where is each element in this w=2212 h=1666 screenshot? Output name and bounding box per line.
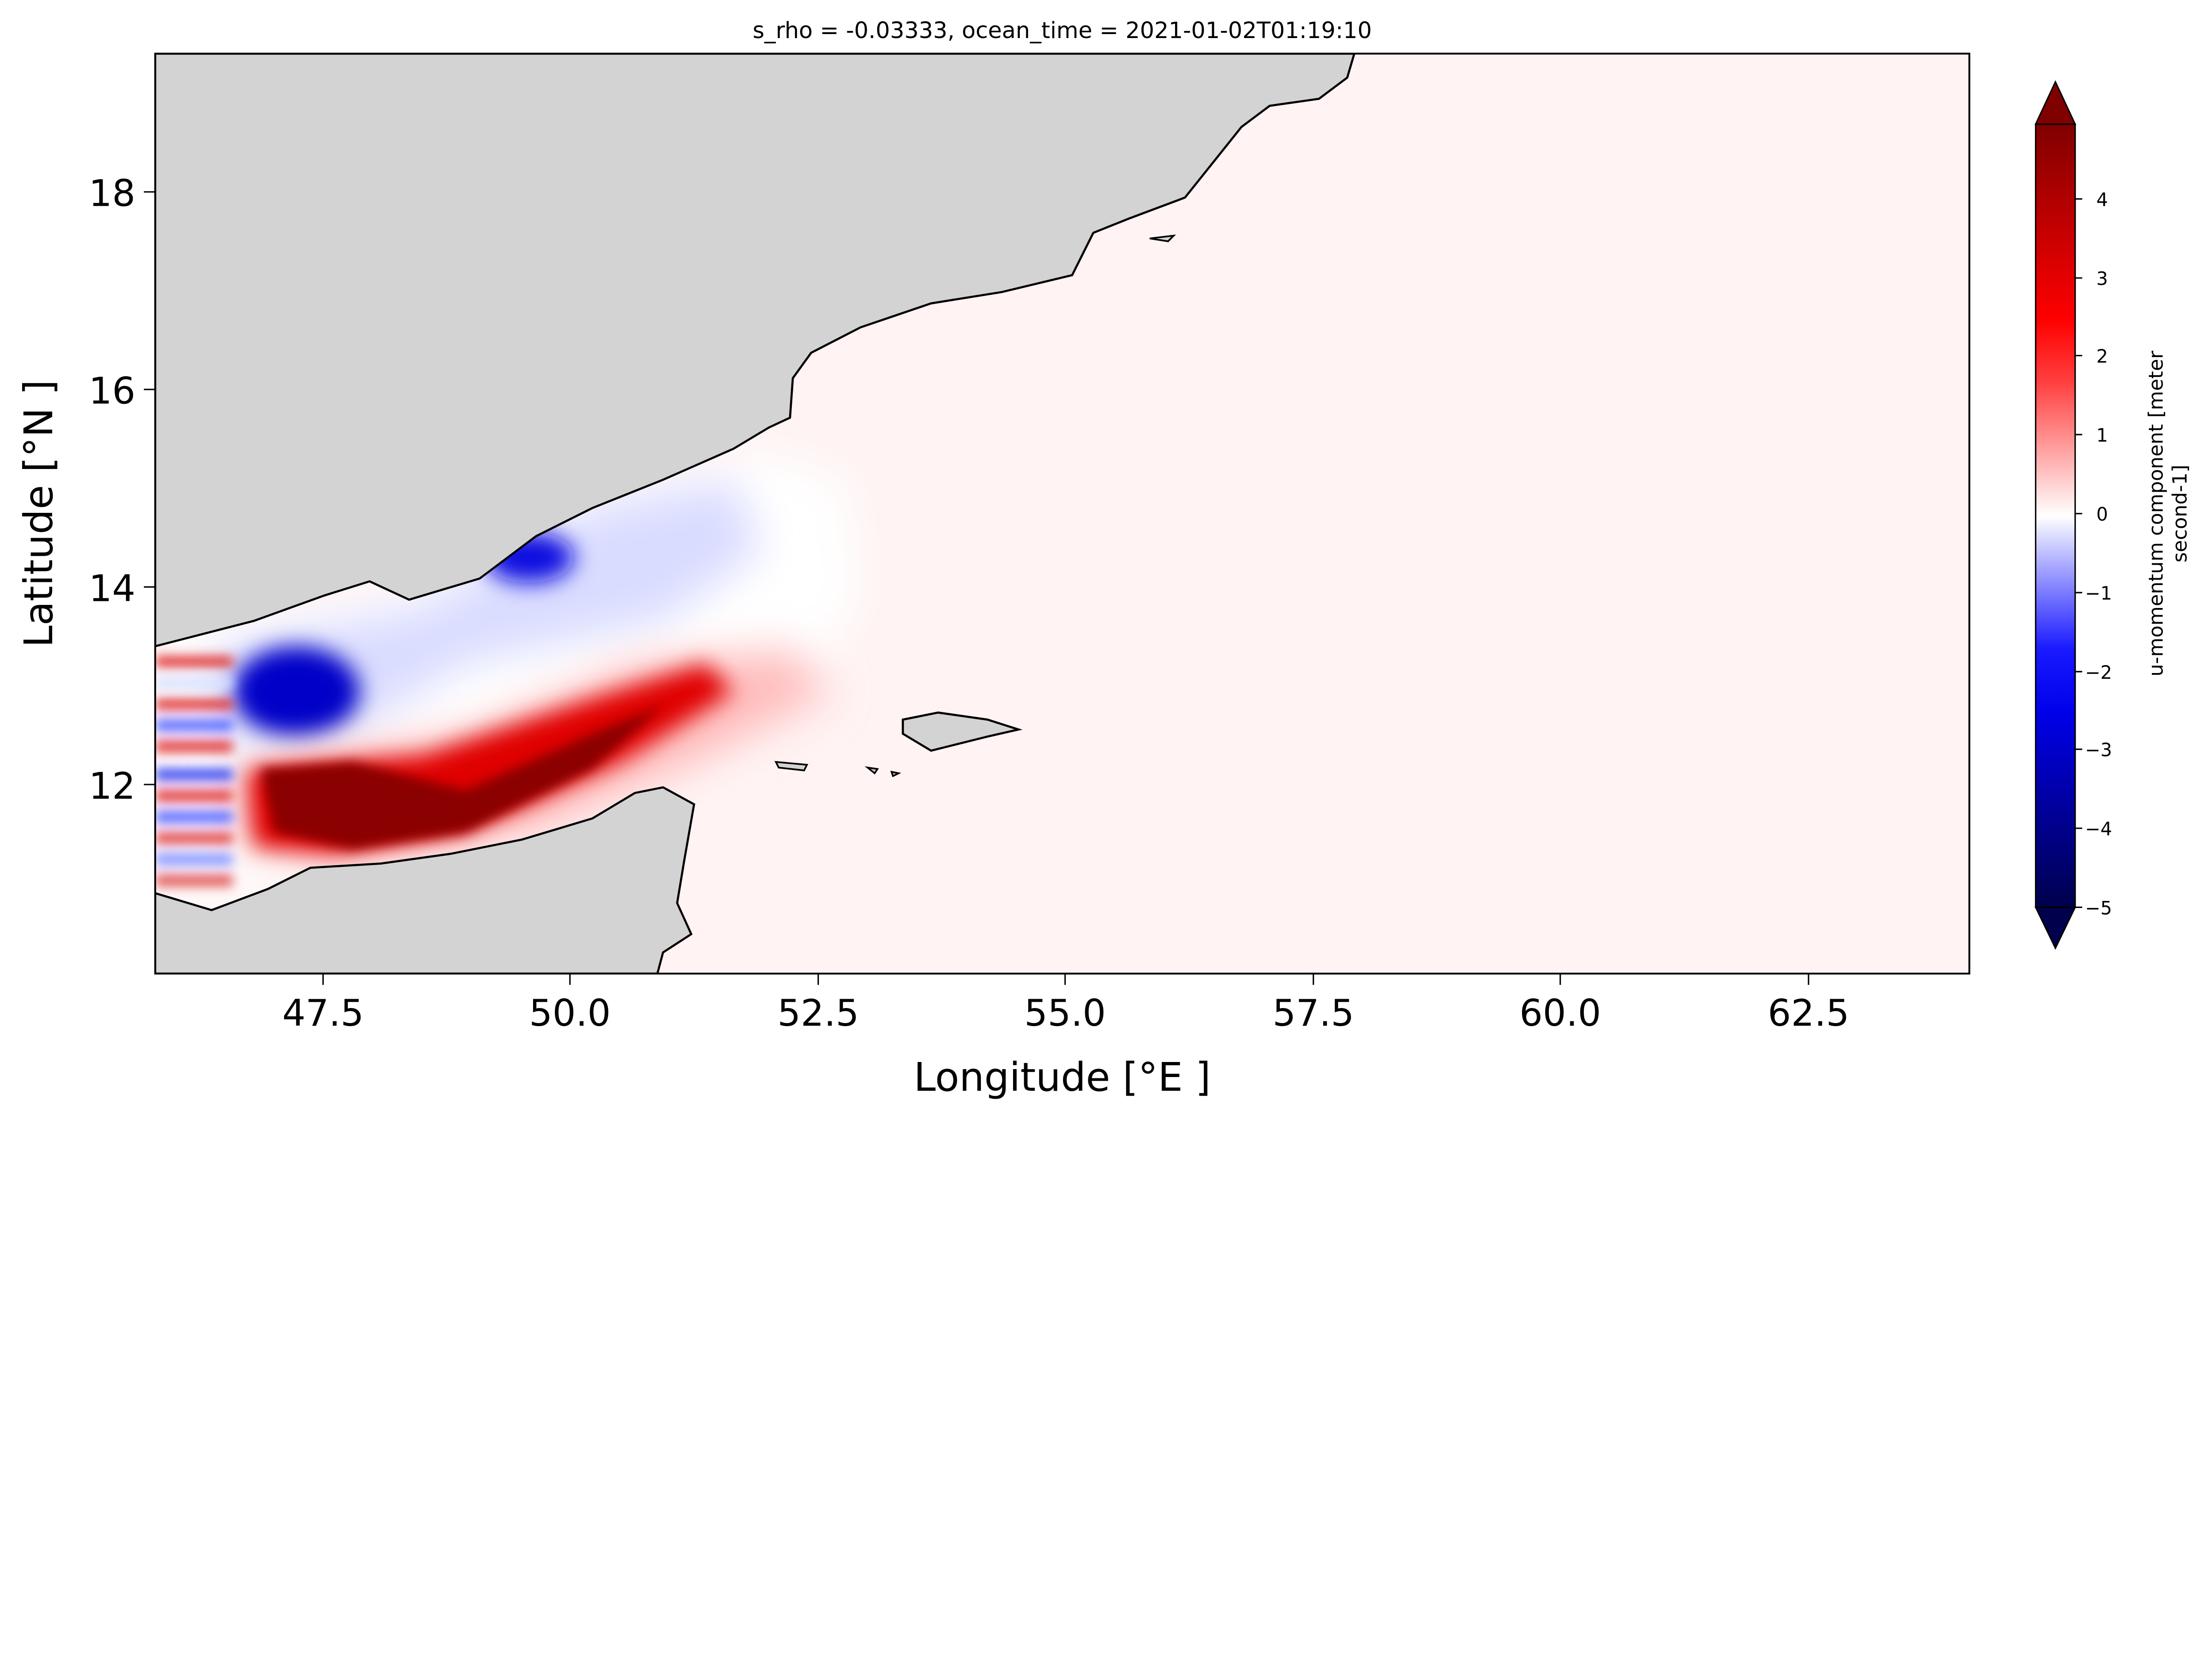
colorbar-tick-label: 0 bbox=[2097, 504, 2108, 525]
x-tick-label: 55.0 bbox=[1024, 992, 1106, 1035]
y-tick-label: 18 bbox=[89, 172, 135, 215]
islet bbox=[1149, 234, 1176, 242]
land-arabia bbox=[155, 54, 1356, 647]
colorbar-tick-label: −1 bbox=[2085, 583, 2112, 604]
x-axis: 47.5 50.0 52.5 55.0 57.5 60.0 62.5 Longi… bbox=[282, 973, 1849, 1100]
colorbar-label: u-momentum component [meter bbox=[2144, 350, 2167, 677]
colorbar-tick-label: 1 bbox=[2097, 425, 2108, 446]
colorbar-extend-min bbox=[2034, 906, 2077, 950]
colorbar-extend-max bbox=[2034, 80, 2077, 125]
x-tick-label: 52.5 bbox=[777, 992, 859, 1035]
positive-core bbox=[261, 705, 663, 850]
colorbar-tick-label: −2 bbox=[2085, 662, 2112, 683]
negative-core-west bbox=[233, 646, 360, 737]
islet bbox=[774, 761, 808, 772]
colorbar-tick-label: 4 bbox=[2097, 189, 2108, 211]
colorbar-tick-label: −5 bbox=[2085, 897, 2112, 919]
colorbar-label: second-1] bbox=[2169, 465, 2192, 562]
y-axis: 12 14 16 18 Latitude [°N ] bbox=[16, 172, 155, 808]
chart-title: s_rho = -0.03333, ocean_time = 2021-01-0… bbox=[753, 18, 1372, 44]
islet bbox=[890, 770, 902, 777]
x-tick-label: 60.0 bbox=[1520, 992, 1601, 1035]
y-tick-label: 16 bbox=[89, 369, 135, 412]
x-tick-label: 50.0 bbox=[529, 992, 611, 1035]
boundary-stripes bbox=[155, 656, 233, 886]
map-area bbox=[155, 54, 1970, 974]
y-axis-label: Latitude [°N ] bbox=[16, 380, 62, 647]
plot-frame bbox=[154, 53, 1970, 975]
x-tick-label: 62.5 bbox=[1768, 992, 1850, 1035]
y-tick-label: 12 bbox=[89, 765, 135, 808]
colorbar-gradient bbox=[2035, 123, 2076, 908]
colorbar-tick-label: −3 bbox=[2085, 739, 2112, 761]
land-socotra bbox=[902, 711, 1023, 752]
x-tick-label: 47.5 bbox=[282, 992, 364, 1035]
figure: s_rho = -0.03333, ocean_time = 2021-01-0… bbox=[16, 18, 2192, 1100]
x-axis-label: Longitude [°E ] bbox=[914, 1054, 1210, 1100]
colorbar-tick-label: 3 bbox=[2097, 268, 2108, 289]
islet bbox=[864, 766, 879, 775]
land-somalia bbox=[155, 786, 695, 974]
y-tick-label: 14 bbox=[89, 567, 135, 610]
colorbar-tick-label: −4 bbox=[2085, 819, 2112, 840]
x-tick-label: 57.5 bbox=[1272, 992, 1354, 1035]
colorbar: 4 3 2 1 0 −1 −2 −3 −4 −5 u-momentum comp… bbox=[2034, 80, 2192, 950]
colorbar-tick-label: 2 bbox=[2097, 346, 2108, 367]
